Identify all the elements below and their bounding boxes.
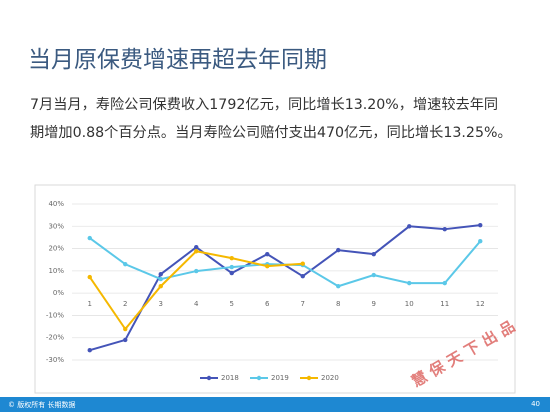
point — [229, 270, 234, 276]
x-tick-label: 12 — [476, 300, 485, 308]
point — [229, 264, 234, 270]
chart-frame — [34, 184, 516, 394]
footer: © 版权所有 长期数据 40 — [0, 397, 550, 412]
point — [442, 280, 447, 286]
y-tick-label: 20% — [48, 245, 64, 253]
y-tick-label: -30% — [46, 356, 64, 364]
x-tick-label: 1 — [88, 300, 92, 308]
y-tick-label: -10% — [46, 311, 64, 319]
point — [442, 226, 447, 232]
point — [371, 272, 376, 278]
y-tick-label: 0% — [53, 289, 64, 297]
legend-label: 2018 — [221, 374, 239, 382]
point — [158, 284, 163, 289]
x-tick-label: 6 — [265, 300, 270, 308]
point — [478, 222, 483, 228]
point — [229, 255, 234, 261]
x-tick-label: 9 — [372, 300, 376, 308]
point — [265, 251, 270, 257]
series-line — [89, 224, 481, 352]
series-line — [89, 237, 482, 288]
body-line: 7月当月，寿险公司保费收入1792亿元，同比增长13.20%，增速较去年同 — [30, 97, 499, 113]
point — [300, 261, 305, 266]
y-tick-label: 30% — [48, 222, 64, 230]
point — [87, 235, 92, 241]
point — [300, 274, 305, 279]
point — [158, 272, 163, 277]
point — [407, 224, 412, 229]
body-line: 期增加0.88个百分点。当月寿险公司赔付支出470亿元，同比增长13.25%。 — [30, 125, 512, 141]
x-tick-label: 2 — [123, 300, 127, 308]
legend-swatch — [206, 375, 212, 381]
page-number: 40 — [531, 400, 540, 408]
point — [336, 247, 341, 253]
legend-label: 2019 — [271, 374, 289, 382]
y-tick-label: -20% — [46, 334, 64, 342]
slide-title: 当月原保费增速再超去年同期 — [28, 47, 327, 73]
y-tick-label: 10% — [48, 267, 64, 275]
point — [123, 326, 128, 332]
point — [123, 337, 128, 343]
point — [194, 249, 199, 254]
x-tick-label: 8 — [336, 300, 340, 308]
legend-label: 2020 — [321, 374, 339, 382]
footer-text: © 版权所有 长期数据 — [8, 401, 76, 409]
x-tick-label: 5 — [230, 300, 234, 308]
point — [407, 280, 412, 286]
point — [336, 284, 341, 289]
point — [158, 276, 163, 282]
x-tick-label: 11 — [440, 300, 449, 308]
point — [87, 347, 92, 353]
legend-swatch — [256, 375, 262, 381]
x-tick-label: 10 — [405, 300, 414, 308]
x-tick-label: 3 — [159, 300, 163, 308]
y-tick-label: 40% — [48, 200, 64, 208]
x-tick-label: 7 — [301, 300, 305, 308]
point — [87, 274, 92, 280]
point — [123, 261, 128, 267]
legend-swatch — [306, 375, 312, 381]
point — [478, 239, 483, 244]
point — [371, 251, 376, 257]
x-tick-label: 4 — [194, 300, 199, 308]
point — [194, 268, 199, 274]
point — [194, 245, 199, 250]
point — [265, 263, 270, 269]
series-line — [88, 250, 303, 331]
